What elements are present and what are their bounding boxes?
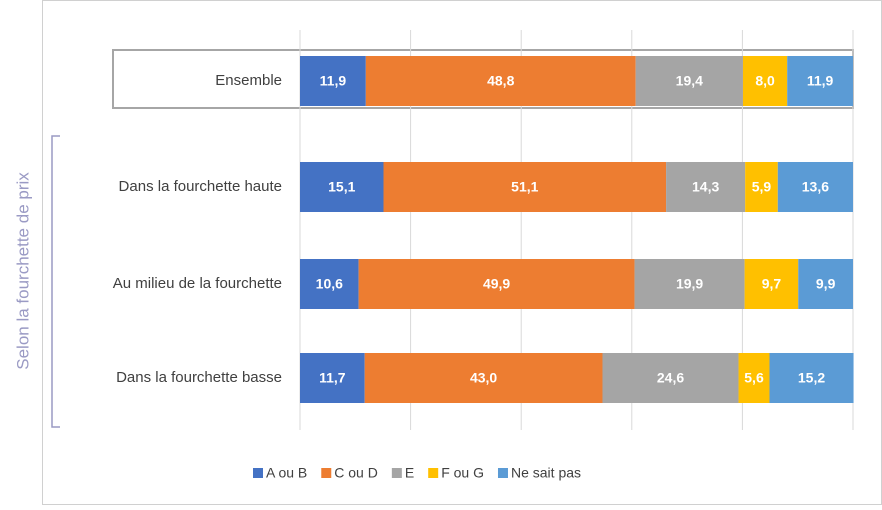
legend-label: Ne sait pas xyxy=(511,465,581,481)
category-label: Dans la fourchette haute xyxy=(119,178,282,195)
legend-label: C ou D xyxy=(334,465,378,481)
bar-segment xyxy=(635,56,743,106)
legend-swatch xyxy=(428,468,439,478)
value-label: 8,0 xyxy=(755,73,775,89)
value-label: 10,6 xyxy=(316,276,343,292)
bar-segment xyxy=(300,56,366,106)
value-label: 51,1 xyxy=(511,179,538,195)
bar-segment xyxy=(745,162,778,212)
category-label: Dans la fourchette basse xyxy=(116,369,282,386)
bar-segment xyxy=(300,353,365,403)
bar-segment xyxy=(738,353,770,403)
value-label: 13,6 xyxy=(802,179,829,195)
legend-swatch xyxy=(253,468,263,478)
group-bracket xyxy=(51,135,60,428)
value-label: 14,3 xyxy=(692,179,719,195)
bar-segment xyxy=(666,162,746,212)
bar-segment xyxy=(634,259,745,309)
bar-segment xyxy=(769,353,854,403)
bar-segment xyxy=(798,259,853,309)
bar-segment xyxy=(358,259,635,309)
bar-segment xyxy=(300,259,359,309)
bar-segment xyxy=(787,56,853,106)
value-label: 15,1 xyxy=(328,179,355,195)
value-label: 24,6 xyxy=(657,370,684,386)
bar-segment xyxy=(602,353,739,403)
category-label: Au milieu de la fourchette xyxy=(113,275,282,292)
bar-segment xyxy=(364,353,603,403)
value-label: 15,2 xyxy=(798,370,825,386)
value-label: 48,8 xyxy=(487,73,514,89)
value-label: 19,4 xyxy=(676,73,703,89)
bar-segment xyxy=(300,162,384,212)
value-label: 11,9 xyxy=(320,73,347,89)
category-label: Ensemble xyxy=(215,72,282,89)
bar-segment xyxy=(742,56,788,106)
value-label: 5,6 xyxy=(744,370,764,386)
value-label: 9,7 xyxy=(762,276,782,292)
group-label: Selon la fourchette de prix xyxy=(13,172,32,370)
bar-segment xyxy=(383,162,667,212)
legend-swatch xyxy=(321,468,332,478)
value-label: 49,9 xyxy=(483,276,510,292)
legend-swatch xyxy=(497,468,508,478)
legend-label: A ou B xyxy=(266,465,307,481)
value-label: 11,9 xyxy=(807,73,834,89)
value-label: 9,9 xyxy=(816,276,836,292)
value-label: 19,9 xyxy=(676,276,703,292)
value-label: 43,0 xyxy=(470,370,497,386)
value-label: 5,9 xyxy=(752,179,772,195)
value-label: 11,7 xyxy=(319,370,346,386)
bar-segment xyxy=(365,56,636,106)
bar-segment xyxy=(744,259,799,309)
legend-label: E xyxy=(405,465,414,481)
legend-swatch xyxy=(391,468,402,478)
bar-segment xyxy=(777,162,853,212)
legend-label: F ou G xyxy=(441,465,484,481)
